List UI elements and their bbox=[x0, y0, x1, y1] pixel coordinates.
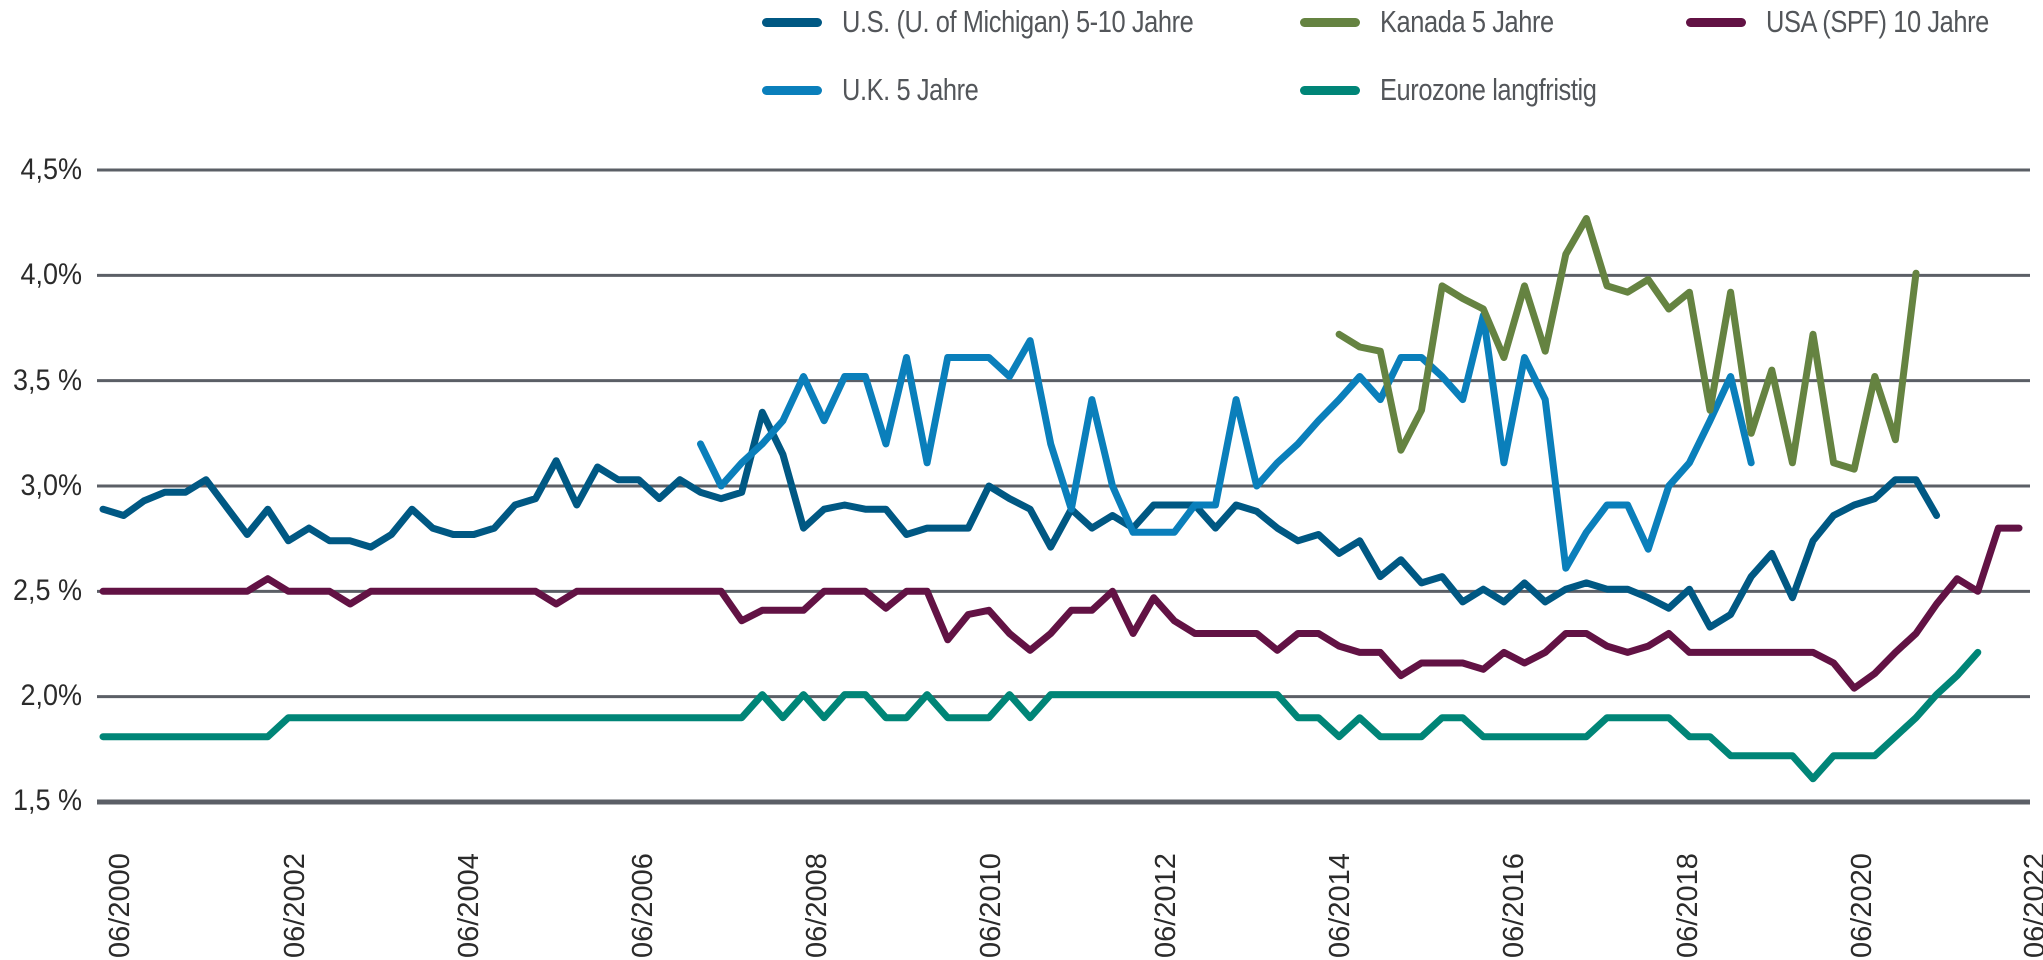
series-line-eurozone-langfristig bbox=[99, 648, 1982, 783]
legend-label: U.S. (U. of Michigan) 5-10 Jahre bbox=[842, 4, 1194, 39]
x-tick-label: 06/2006 bbox=[627, 853, 659, 958]
y-tick-label: 1,5 % bbox=[12, 784, 83, 817]
y-tick-label: 4,5% bbox=[20, 153, 82, 186]
x-tick-label: 06/2016 bbox=[1498, 853, 1530, 958]
legend-swatch-icon bbox=[762, 17, 822, 27]
legend-label: U.K. 5 Jahre bbox=[842, 72, 979, 107]
legend-item-kanada: Kanada 5 Jahre bbox=[1300, 4, 1592, 40]
y-tick-label: 3,5 % bbox=[12, 364, 83, 397]
legend-item-usa-spf: USA (SPF) 10 Jahre bbox=[1686, 4, 2038, 40]
series-line-u-s-u-of-michigan-5-10-jahre bbox=[99, 408, 1941, 631]
legend-item-us-michigan: U.S. (U. of Michigan) 5-10 Jahre bbox=[762, 4, 1271, 40]
legend-swatch-icon bbox=[1300, 17, 1360, 27]
x-tick-label: 06/2022 bbox=[2019, 853, 2043, 958]
y-tick-label: 3,0% bbox=[20, 469, 82, 502]
series-line-u-k-5-jahre bbox=[697, 311, 1755, 572]
legend-label: Kanada 5 Jahre bbox=[1380, 4, 1554, 39]
x-tick-label: 06/2010 bbox=[975, 853, 1007, 958]
legend-swatch-icon bbox=[762, 85, 822, 95]
x-tick-label: 06/2014 bbox=[1324, 853, 1356, 958]
x-tick-label: 06/2000 bbox=[104, 853, 136, 958]
series-line-kanada-5-jahre bbox=[1335, 215, 1920, 473]
legend-label: Eurozone langfristig bbox=[1380, 72, 1597, 107]
y-tick-label: 4,0% bbox=[20, 258, 82, 291]
legend-swatch-icon bbox=[1686, 17, 1746, 27]
series-line-usa-spf-10-jahre bbox=[99, 524, 2023, 692]
y-tick-label: 2,5 % bbox=[12, 574, 83, 607]
x-tick-label: 06/2018 bbox=[1672, 853, 1704, 958]
x-tick-label: 06/2020 bbox=[1846, 853, 1878, 958]
legend-item-uk: U.K. 5 Jahre bbox=[762, 72, 1008, 108]
y-tick-label: 2,0% bbox=[20, 679, 82, 712]
legend-swatch-icon bbox=[1300, 85, 1360, 95]
x-tick-label: 06/2002 bbox=[279, 853, 311, 958]
legend-item-eurozone: Eurozone langfristig bbox=[1300, 72, 1644, 108]
x-tick-label: 06/2008 bbox=[801, 853, 833, 958]
x-tick-label: 06/2004 bbox=[453, 853, 485, 958]
x-tick-label: 06/2012 bbox=[1150, 853, 1182, 958]
legend-label: USA (SPF) 10 Jahre bbox=[1766, 4, 1989, 39]
